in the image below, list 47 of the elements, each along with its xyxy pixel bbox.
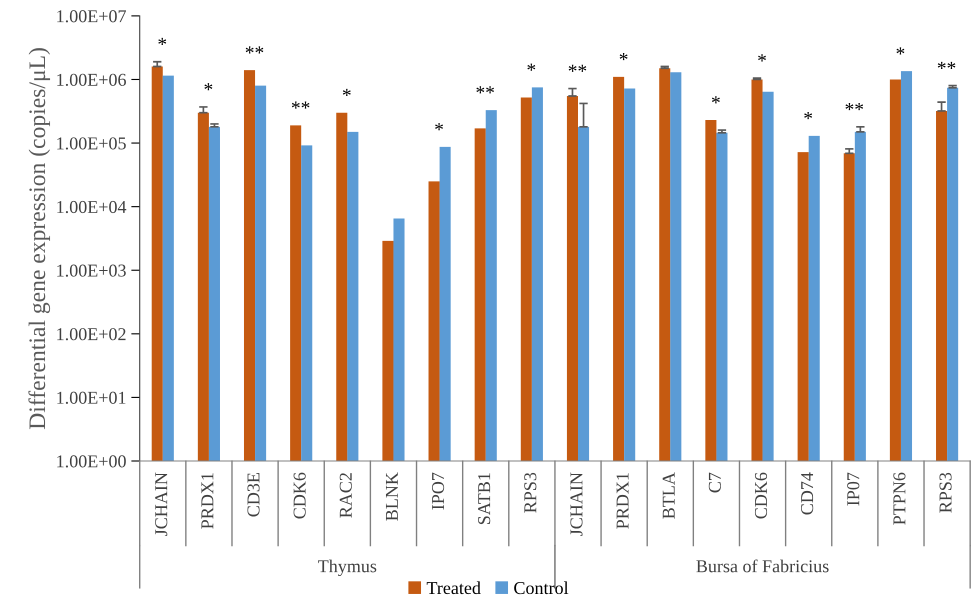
y-tick-label: 1.00E+02 [57, 328, 126, 340]
y-tick-label: 1.00E+04 [57, 200, 126, 214]
x-tick-label: JCHAIN [155, 472, 168, 536]
y-tick-label: 1.00E+01 [57, 392, 126, 404]
y-tick-label: 1.00E+00 [57, 455, 126, 468]
data-label: * [158, 38, 166, 46]
x-tick-label: PTPN6 [893, 472, 906, 525]
data-label: * [620, 53, 628, 60]
x-tick-label: RAC2 [340, 473, 352, 518]
x-tick-label: CDK6 [294, 472, 306, 519]
legend-label: Treated [426, 581, 481, 594]
data-label: * [342, 88, 351, 96]
y-axis-title: Differential gene expression (copies/μL) [28, 48, 50, 430]
x-tick-label: PRDX1 [616, 473, 629, 529]
y-tick-label: 1.00E+03 [57, 264, 126, 277]
x-tick-label: CDK6 [754, 472, 768, 519]
x-tick-label: C7 [708, 472, 721, 492]
data-label: ** [938, 62, 956, 69]
text: Thymus [318, 560, 376, 576]
y-tick-label: 1.00E+06 [57, 74, 126, 86]
x-tick-label: BLNK [386, 472, 398, 521]
x-tick-label: SATB1 [478, 473, 490, 524]
text: Bursa of Fabricius [696, 559, 829, 572]
data-label: * [204, 83, 212, 90]
x-tick-label: RPS3 [939, 472, 952, 513]
data-label: * [527, 64, 536, 71]
x-tick-label: PRDX1 [201, 473, 214, 529]
data-label: ** [476, 86, 494, 94]
data-label: ** [846, 103, 864, 110]
data-label: ** [246, 46, 264, 54]
x-tick-label: CD74 [801, 472, 814, 515]
x-tick-label: RPS3 [524, 472, 536, 513]
x-tick-label: JCHAIN [570, 472, 583, 536]
y-tick-label: 1.00E+05 [57, 137, 126, 150]
data-label: * [758, 54, 766, 62]
data-label: ** [292, 102, 310, 109]
data-label: * [435, 123, 443, 130]
legend-label: Control [514, 581, 568, 594]
data-label: * [896, 47, 904, 54]
data-label: ** [568, 64, 586, 72]
y-tick-label: 1.00E+07 [57, 10, 126, 22]
x-tick-label: BTLA [662, 472, 675, 519]
x-tick-label: IP07 [847, 472, 860, 506]
data-label: * [712, 96, 720, 104]
x-tick-label: CD3E [247, 473, 260, 517]
data-label: * [804, 112, 812, 120]
x-tick-label: IPO7 [432, 472, 444, 510]
